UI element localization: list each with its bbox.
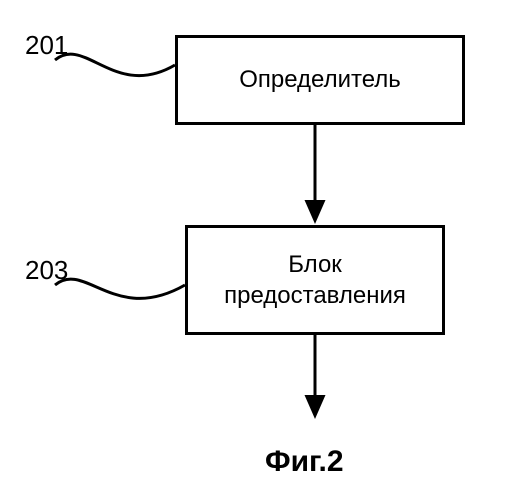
node-provisioning: Блокпредоставления bbox=[185, 225, 445, 335]
figure-caption: Фиг.2 bbox=[265, 445, 344, 479]
node-provisioning-label: Блокпредоставления bbox=[224, 249, 406, 311]
ref-201: 201 bbox=[25, 30, 68, 61]
connector-203-path bbox=[55, 279, 185, 298]
diagram-container: Определитель 201 Блокпредоставления 203 … bbox=[0, 0, 525, 500]
node-determiner: Определитель bbox=[175, 35, 465, 125]
ref-203: 203 bbox=[25, 255, 68, 286]
node-determiner-label: Определитель bbox=[239, 64, 401, 95]
connector-201-path bbox=[55, 54, 175, 75]
